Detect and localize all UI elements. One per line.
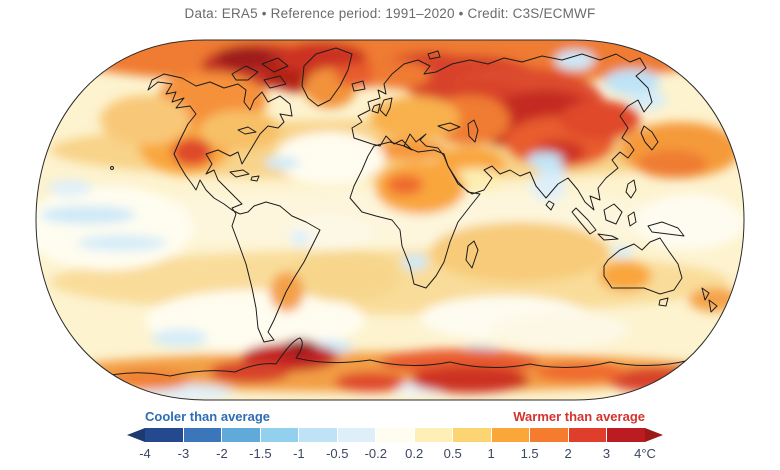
colorbar-tick-label: -4 [139,446,151,461]
colorbar-segment [260,428,300,442]
colorbar-segment [414,428,454,442]
colorbar-segment [145,428,184,442]
colorbar-right-arrow [645,428,663,442]
colorbar-segment [299,428,338,442]
colorbar-tick-label: -1 [293,446,305,461]
colorbar-tick-label: 1 [487,446,495,461]
colorbar-tick-label: 0.5 [443,446,462,461]
continent-outlines [87,47,725,400]
colorbar-segment [183,428,223,442]
colorbar-tick-label: 0.2 [405,446,424,461]
colorbar-segment [530,428,569,442]
legend-colorbar [145,428,645,442]
colorbar-tick-label: -0.2 [364,446,387,461]
world-map-svg [35,39,745,401]
colorbar-tick-label: 1.5 [520,446,539,461]
colorbar-segment [568,428,608,442]
anomaly-blobs [36,40,744,400]
colorbar-tick-label: -3 [177,446,190,461]
colorbar-segment [491,428,531,442]
projection-outline [35,39,745,401]
colorbar-left-arrow [127,428,145,442]
colorbar-segment [376,428,415,442]
colorbar-segment [607,428,645,442]
legend-warmer-label: Warmer than average [513,409,645,424]
colorbar-ticks: -4 -3 -2 -1.5 -1 -0.5 -0.2 0.2 0.5 1 1.5 2 3 4°C [139,446,656,462]
colorbar-segment [453,428,492,442]
colorbar-tick-label: 2 [564,446,572,461]
figure-title: Data: ERA5 • Reference period: 1991–2020… [184,6,596,21]
legend-cooler-label: Cooler than average [145,409,270,424]
colorbar-segment [222,428,261,442]
colorbar-segment [337,428,377,442]
colorbar-tick-label: -0.5 [326,446,349,461]
colorbar-tick-label: 4°C [634,446,656,461]
world-map [0,28,780,408]
colorbar-tick-label: -2 [216,446,228,461]
anomaly-field [36,40,744,400]
colorbar-tick-label: 3 [602,446,611,461]
colorbar-tick-label: -1.5 [249,446,272,461]
